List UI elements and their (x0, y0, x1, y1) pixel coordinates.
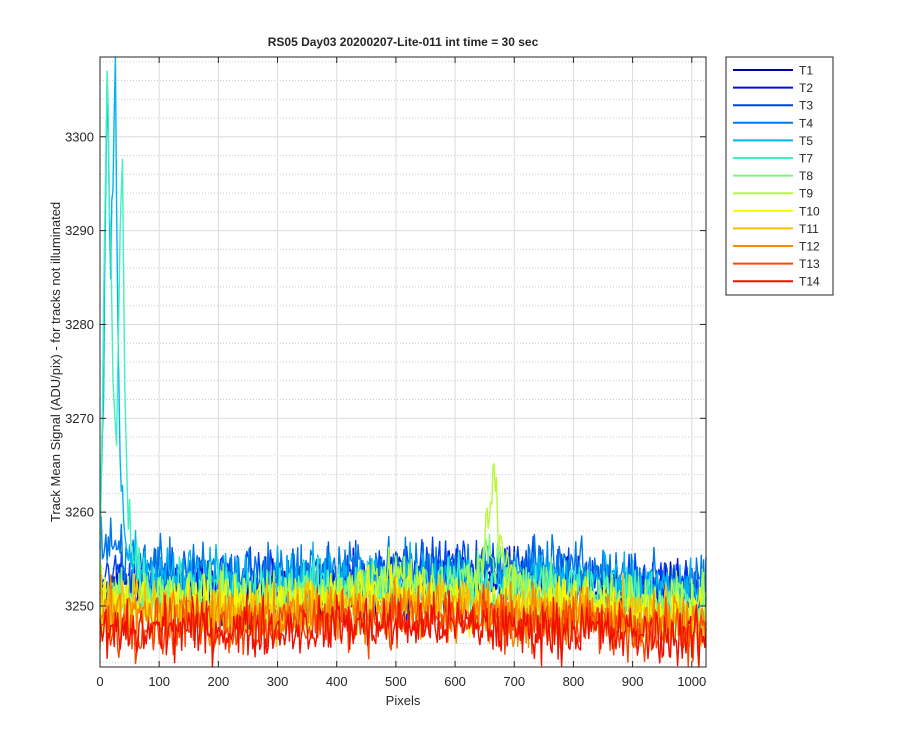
y-tick-label: 3250 (65, 599, 94, 614)
series-lines (99, 56, 707, 668)
legend-item-t12: T12 (733, 240, 820, 254)
legend-item-t14: T14 (733, 275, 820, 289)
series-line-t14 (99, 590, 707, 668)
legend-label: T1 (799, 64, 813, 78)
minor-grid (100, 61, 706, 663)
y-axis-ticks: 3250 3260 3270 3280 3290 3300 (65, 129, 706, 614)
legend-label: T14 (799, 275, 820, 289)
legend-items: T1 T2 T3 T4 T5 T7 T8 T9 T10 T11 T12 T13 T14 (733, 64, 820, 289)
y-tick-label: 3270 (65, 411, 94, 426)
legend-label: T4 (799, 116, 813, 130)
legend-item-t11: T11 (733, 222, 819, 236)
legend-item-t1: T1 (733, 64, 813, 78)
legend-item-t2: T2 (733, 81, 813, 95)
y-tick-label: 3300 (65, 129, 94, 144)
legend-item-t7: T7 (733, 152, 813, 166)
x-tick-label: 300 (267, 674, 289, 689)
x-tick-label: 1000 (677, 674, 706, 689)
x-tick-label: 500 (385, 674, 407, 689)
x-tick-label: 400 (326, 674, 348, 689)
legend-item-t4: T4 (733, 116, 813, 130)
y-axis-label: Track Mean Signal (ADU/pix) - for tracks… (48, 202, 63, 522)
legend-label: T9 (799, 187, 813, 201)
chart-title: RS05 Day03 20200207-Lite-011 int time = … (268, 35, 539, 49)
legend: T1 T2 T3 T4 T5 T7 T8 T9 T10 T11 T12 T13 T14 (725, 56, 834, 296)
legend-label: T8 (799, 169, 813, 183)
y-tick-label: 3260 (65, 505, 94, 520)
legend-label: T2 (799, 81, 813, 95)
legend-label: T11 (799, 222, 819, 236)
y-tick-label: 3290 (65, 223, 94, 238)
legend-item-t10: T10 (733, 204, 820, 218)
y-tick-label: 3280 (65, 317, 94, 332)
legend-label: T7 (799, 152, 813, 166)
x-tick-label: 100 (148, 674, 170, 689)
legend-label: T10 (799, 204, 820, 218)
x-tick-label: 200 (208, 674, 230, 689)
legend-item-t9: T9 (733, 187, 813, 201)
legend-item-t13: T13 (733, 257, 820, 271)
plot-area: 0 100 200 300 400 500 600 700 800 900 1000 3250 326… (65, 56, 707, 689)
plot-frame (99, 56, 707, 668)
legend-item-t3: T3 (733, 99, 813, 113)
legend-label: T3 (799, 99, 813, 113)
x-tick-label: 900 (622, 674, 644, 689)
x-tick-label: 700 (503, 674, 525, 689)
legend-item-t8: T8 (733, 169, 813, 183)
legend-label: T12 (799, 240, 820, 254)
x-tick-label: 0 (96, 674, 103, 689)
x-tick-label: 800 (563, 674, 585, 689)
x-axis-ticks: 0 100 200 300 400 500 600 700 800 900 1000 (96, 57, 706, 689)
x-tick-label: 600 (444, 674, 466, 689)
legend-item-t5: T5 (733, 134, 813, 148)
series-line-t5 (99, 56, 707, 621)
legend-label: T5 (799, 134, 813, 148)
legend-label: T13 (799, 257, 820, 271)
x-axis-label: Pixels (386, 693, 421, 708)
